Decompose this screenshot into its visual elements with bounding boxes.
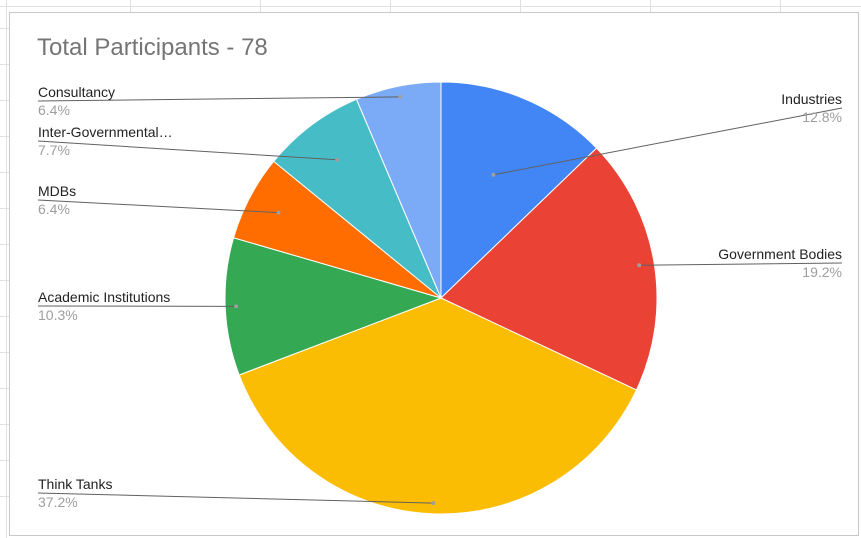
slice-label-government-bodies: Government Bodies [718,246,842,262]
slice-label-consultancy: Consultancy [38,84,115,100]
pie-slice-consultancy[interactable] [355,81,442,299]
leader-line-think-tanks [37,492,434,504]
slice-percent-government-bodies: 19.2% [802,264,842,280]
slice-label-mdbs: MDBs [38,183,76,199]
slice-percent-industries: 12.8% [802,109,842,125]
leader-line-inter-governmental [37,140,338,161]
leader-dot-government-bodies [637,263,642,268]
leader-dot-inter-governmental [335,157,340,162]
leader-line-government-bodies [639,262,843,266]
leader-dot-academic-institutions [234,304,238,309]
pie-slice-government-bodies[interactable] [440,147,658,391]
slice-label-industries: Industries [781,91,842,107]
slice-percent-inter-governmental: 7.7% [38,142,70,158]
leader-dot-consultancy [398,94,402,99]
slice-label-think-tanks: Think Tanks [38,476,112,492]
slice-percent-academic-institutions: 10.3% [38,307,78,323]
slice-percent-think-tanks: 37.2% [38,494,78,510]
leader-line-mdbs [37,199,279,214]
leader-dot-industries [491,172,496,177]
pie-slice-inter-governmental[interactable] [273,98,442,299]
pie-slice-think-tanks[interactable] [238,297,638,515]
leader-dot-think-tanks [431,501,436,506]
slice-label-inter-governmental: Inter-Governmental… [38,124,173,140]
leader-line-consultancy [37,96,401,102]
leader-dot-mdbs [276,210,281,215]
slice-label-academic-institutions: Academic Institutions [38,289,170,305]
leader-line-industries [493,107,843,176]
slice-percent-mdbs: 6.4% [38,201,70,217]
slice-percent-consultancy: 6.4% [38,102,70,118]
chart-title: Total Participants - 78 [37,34,268,61]
pie-slice-industries[interactable] [440,81,598,300]
